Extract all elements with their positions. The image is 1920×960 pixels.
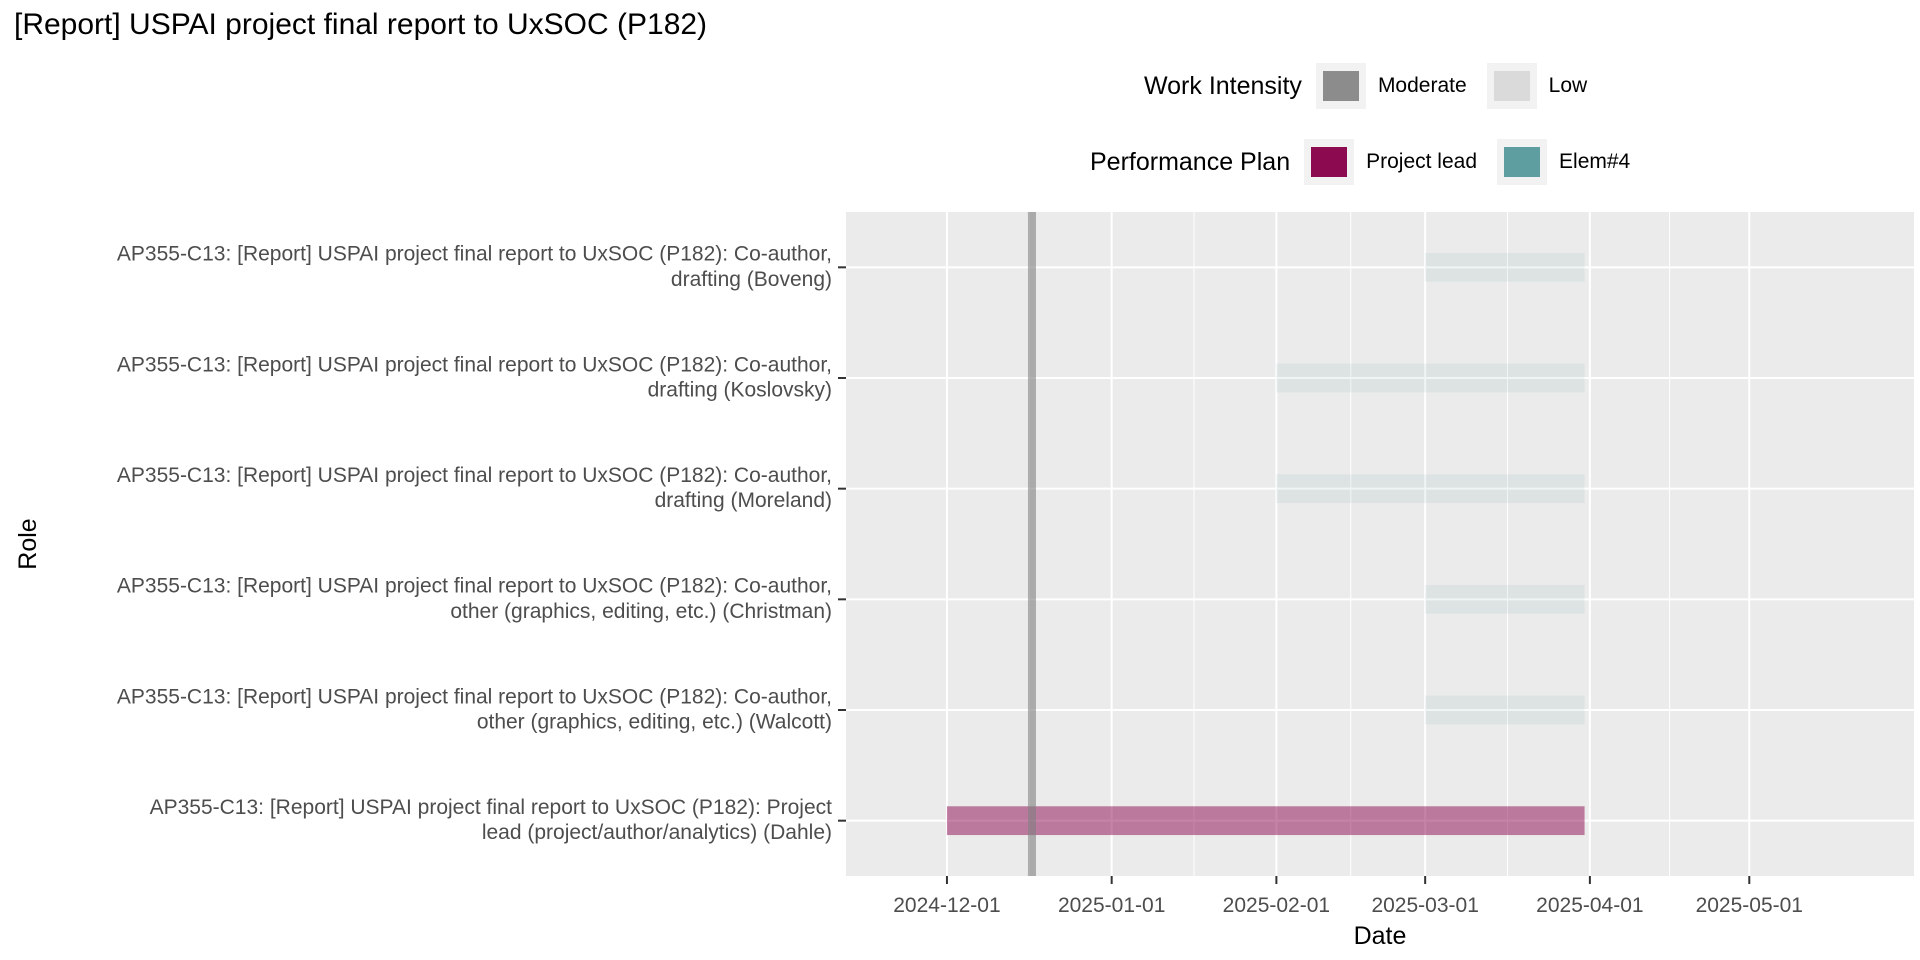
x-tick-label: 2024-12-01 [893, 894, 1000, 917]
legend-performance-plan: Performance Plan Project lead Elem#4 [1090, 139, 1650, 185]
x-tick-label: 2025-01-01 [1058, 894, 1165, 917]
legend-label-low: Low [1548, 74, 1588, 97]
y-tick-label-line: drafting (Moreland) [655, 489, 832, 512]
legend-work-intensity: Work Intensity Moderate Low [1144, 63, 1607, 109]
y-tick-label-line: lead (project/author/analytics) (Dahle) [482, 821, 832, 844]
x-tick-label: 2025-04-01 [1536, 894, 1643, 917]
y-tick-label-line: AP355-C13: [Report] USPAI project final … [117, 575, 832, 598]
x-axis-title: Date [1354, 922, 1407, 950]
y-tick-label-line: other (graphics, editing, etc.) (Walcott… [477, 710, 832, 733]
task-bar [1425, 695, 1585, 725]
y-tick-label-line: other (graphics, editing, etc.) (Christm… [450, 600, 832, 623]
task-bar [1425, 252, 1585, 282]
legend-key-moderate [1315, 63, 1366, 109]
legend-swatch-moderate [1322, 71, 1359, 101]
y-tick-label: AP355-C13: [Report] USPAI project final … [117, 685, 832, 733]
legend-swatch-project-lead [1311, 147, 1348, 177]
task-bar [1276, 363, 1585, 393]
y-tick-label-line: AP355-C13: [Report] USPAI project final … [150, 796, 833, 819]
y-tick-label-line: AP355-C13: [Report] USPAI project final … [117, 243, 832, 266]
x-axis: 2024-12-01 2025-01-01 2025-02-01 2025-03-01… [893, 876, 1803, 917]
y-tick-label: AP355-C13: [Report] USPAI project final … [117, 353, 832, 401]
legend-title-work-intensity: Work Intensity [1144, 71, 1302, 100]
y-tick-label: AP355-C13: [Report] USPAI project final … [117, 464, 832, 512]
x-tick-label: 2025-05-01 [1696, 894, 1803, 917]
task-bar [946, 806, 1585, 836]
x-tick-label: 2025-03-01 [1371, 894, 1478, 917]
task-bar [1425, 584, 1585, 614]
legend-title-performance-plan: Performance Plan [1090, 147, 1291, 176]
legend-label-elem4: Elem#4 [1559, 150, 1631, 173]
legend-label-moderate: Moderate [1377, 74, 1467, 97]
y-tick-label-line: AP355-C13: [Report] USPAI project final … [117, 685, 832, 708]
y-tick-label-line: AP355-C13: [Report] USPAI project final … [117, 464, 832, 487]
y-tick-label-line: drafting (Koslovsky) [648, 378, 832, 401]
y-tick-label-line: AP355-C13: [Report] USPAI project final … [117, 353, 832, 376]
x-tick-label: 2025-02-01 [1223, 894, 1330, 917]
y-tick-label: AP355-C13: [Report] USPAI project final … [117, 243, 832, 291]
y-tick-label-line: drafting (Boveng) [671, 268, 832, 291]
legend-swatch-low [1493, 71, 1530, 101]
y-tick-label: AP355-C13: [Report] USPAI project final … [150, 796, 833, 844]
y-tick-label: AP355-C13: [Report] USPAI project final … [117, 575, 832, 623]
legend-key-low [1486, 63, 1537, 109]
legend-key-project-lead [1304, 139, 1355, 185]
y-axis-title: Role [14, 518, 42, 569]
task-bar [1276, 474, 1585, 504]
chart-title: [Report] USPAI project final report to U… [14, 8, 708, 41]
plot-background [846, 212, 1914, 876]
plot-panel [846, 212, 1914, 876]
y-axis: AP355-C13: [Report] USPAI project final … [117, 243, 846, 844]
legend-label-project-lead: Project lead [1366, 150, 1478, 173]
task-bars [946, 252, 1585, 836]
legend-swatch-elem4 [1504, 147, 1541, 177]
legend-key-elem4 [1497, 139, 1548, 185]
